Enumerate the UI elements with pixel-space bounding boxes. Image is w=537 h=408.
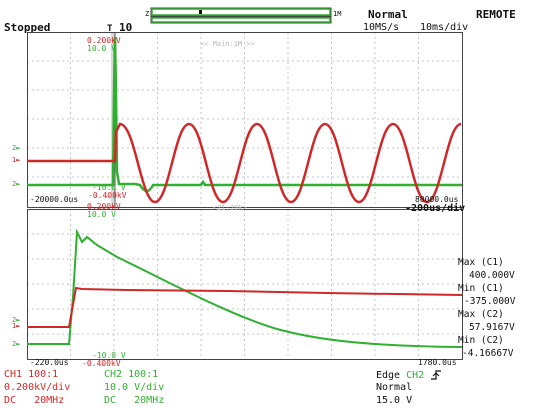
zoom-ch2-ground-marker: 2►: [12, 340, 21, 348]
zoom-ch1-marker: 1►: [12, 322, 21, 330]
time-per-division: 10ms/div: [420, 22, 469, 33]
ch2-bandwidth: 20MHz: [134, 395, 165, 406]
ch2-waveform-main: [27, 36, 462, 193]
zoom-ch2-top-level: 10.0 V: [87, 210, 116, 219]
acquisition-status: Stopped: [4, 21, 51, 34]
measurement-value: 400.000V: [469, 270, 515, 281]
main-ch2-top-level: 10.0 V: [87, 44, 116, 53]
trigger-mode-footer: Normal: [376, 382, 413, 393]
rising-edge-icon: [431, 370, 442, 380]
ch2-probe: 100:1: [128, 369, 159, 380]
trigger-level: 15.0 V: [376, 395, 413, 406]
ch1-waveform-main: [27, 122, 462, 204]
ch1-scale: 0.200kV/div: [4, 382, 71, 393]
measurement-label: Max (C1): [458, 257, 504, 268]
ch2-scale: 10.0 V/div: [104, 382, 165, 393]
zoom-window-banner: <Z1:20k>: [213, 204, 247, 212]
ch1-coupling-bandwidth: DC 20MHz: [4, 396, 64, 406]
trigger-settings[interactable]: Edge CH2: [376, 370, 442, 381]
main-ch2-ground-marker: 2►: [12, 180, 21, 188]
main-ch1-top-level: 0.200kV: [87, 36, 121, 45]
trigger-type: Edge: [376, 370, 401, 381]
zoom-waveform-window[interactable]: [27, 209, 464, 361]
measurement-label: Min (C2): [458, 335, 504, 346]
zoom-time-left: -220.0us: [30, 358, 69, 367]
measurement-value: -375.000V: [464, 296, 516, 307]
zoom-ch1-bottom-level: -0.400kV: [82, 359, 121, 368]
measurement-label: Min (C1): [458, 283, 504, 294]
trigger-mode: Normal: [368, 8, 408, 21]
ch2-waveform-zoom: [27, 228, 463, 348]
ch2-coupling: DC: [104, 395, 117, 406]
zoom-left-label: Z: [145, 10, 150, 18]
zoom-ch1-top-level: 0.200kV: [87, 202, 121, 211]
main-time-right: 80000.0us: [415, 195, 459, 204]
ch2-settings[interactable]: CH2 100:1: [104, 370, 158, 380]
main-window-banner: << Main:1M >>: [200, 40, 255, 48]
trigger-marker-icon: T: [107, 24, 113, 34]
ch2-coupling-bandwidth: DC 20MHz: [104, 396, 164, 406]
ch1-bandwidth: 20MHz: [34, 395, 65, 406]
trigger-position: 10: [119, 21, 133, 34]
remote-status: REMOTE: [476, 8, 516, 21]
zoom-ch2-bottom-level: -10.0 V: [92, 351, 126, 360]
sample-rate: 10MS/s: [363, 22, 400, 33]
main-ch2-bottom-level: -10.0 V: [92, 183, 126, 192]
main-ch2-marker: 2►: [12, 144, 21, 152]
main-grid: [27, 32, 462, 207]
ch1-settings[interactable]: CH1 100:1: [4, 370, 58, 380]
measurement-value: -4.16667V: [462, 348, 514, 359]
main-time-left: -20000.0us: [30, 195, 79, 204]
ch1-probe: 100:1: [28, 369, 59, 380]
measurement-label: Max (C2): [458, 309, 504, 320]
zoom-grid: [27, 209, 462, 359]
zoom-time-per-division: -200us/div: [405, 203, 466, 214]
ch1-coupling: DC: [4, 395, 17, 406]
zoom-time-right: 1780.0us: [418, 358, 457, 367]
zoom-right-label: 1M: [333, 10, 342, 18]
main-ch1-marker: 1►: [12, 156, 21, 164]
ch2-name: CH2: [104, 369, 123, 380]
ch1-name: CH1: [4, 369, 23, 380]
trigger-marker: T 10: [107, 22, 132, 34]
ch1-waveform-zoom: [27, 286, 463, 328]
zoom-position-bar[interactable]: [150, 7, 340, 25]
main-ch1-bottom-level: -0.400kV: [88, 191, 127, 200]
measurement-value: 57.9167V: [469, 322, 515, 333]
zoom-ch2-marker: 2►: [12, 316, 21, 324]
trigger-source: CH2: [406, 370, 425, 381]
main-waveform-window[interactable]: [27, 32, 464, 209]
